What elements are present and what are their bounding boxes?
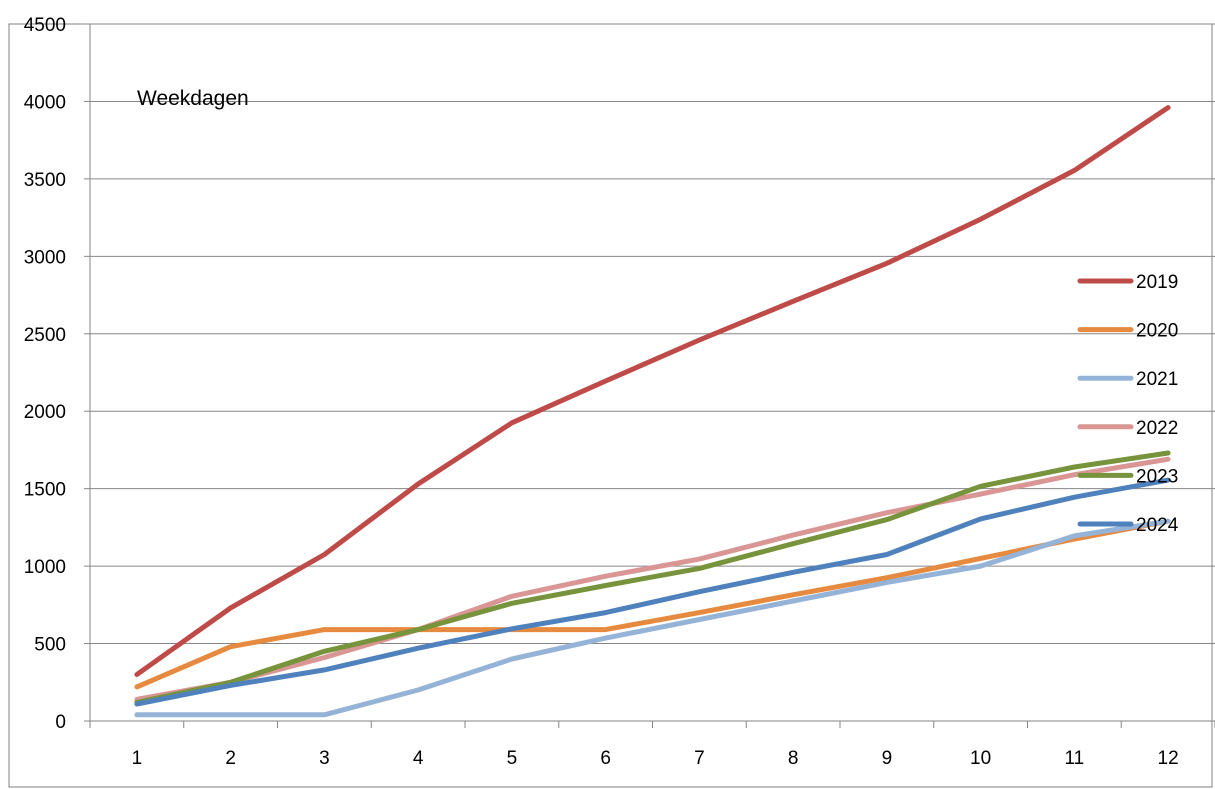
y-tick-label: 4000 — [24, 92, 66, 113]
y-tick-label: 4500 — [24, 15, 66, 36]
series-line-2023 — [134, 450, 1171, 705]
x-axis-tick-labels: 1 2 3 4 5 6 7 8 9 10 11 12 — [132, 748, 1179, 769]
x-tick-label: 4 — [413, 748, 424, 769]
series-line-2024 — [134, 477, 1171, 707]
chart-border — [8, 23, 1213, 788]
series-line-2020 — [134, 518, 1171, 690]
x-tick-label: 12 — [1158, 748, 1179, 769]
series-lines — [134, 105, 1171, 718]
x-tick-label: 5 — [507, 748, 518, 769]
legend-label-2021: 2021 — [1136, 369, 1178, 390]
x-tick-label: 1 — [132, 748, 143, 769]
legend-label-2020: 2020 — [1136, 321, 1178, 342]
series-line-2022 — [134, 456, 1171, 702]
y-tick-label: 2000 — [24, 402, 66, 423]
legend-label-2023: 2023 — [1136, 466, 1178, 487]
y-tick-label: 1500 — [24, 480, 66, 501]
x-tick-label: 11 — [1065, 748, 1085, 769]
y-axis-tick-labels: 0 500 1000 1500 2000 2500 3000 3500 4000 4500 — [24, 15, 66, 733]
axes — [84, 23, 1215, 728]
series-line-2021 — [134, 518, 1171, 718]
gridlines — [90, 23, 1215, 645]
x-tick-label: 7 — [694, 748, 705, 769]
y-tick-label: 3000 — [24, 247, 66, 268]
legend: 2019 2020 2021 2022 2023 2024 — [1077, 272, 1179, 536]
x-tick-label: 3 — [319, 748, 330, 769]
x-tick-label: 2 — [225, 748, 236, 769]
y-tick-label: 1000 — [24, 557, 66, 578]
x-tick-label: 6 — [600, 748, 611, 769]
y-tick-label: 3500 — [24, 170, 66, 191]
chart-title: Weekdagen — [137, 87, 249, 110]
x-tick-label: 8 — [788, 748, 799, 769]
series-line-2019 — [134, 105, 1171, 677]
x-tick-label: 9 — [882, 748, 893, 769]
y-tick-label: 500 — [34, 635, 66, 656]
x-tick-label: 10 — [970, 748, 991, 769]
y-tick-label: 0 — [55, 712, 66, 733]
legend-label-2019: 2019 — [1136, 272, 1178, 293]
legend-label-2022: 2022 — [1136, 418, 1178, 439]
y-tick-label: 2500 — [24, 325, 66, 346]
legend-label-2024: 2024 — [1136, 515, 1179, 536]
